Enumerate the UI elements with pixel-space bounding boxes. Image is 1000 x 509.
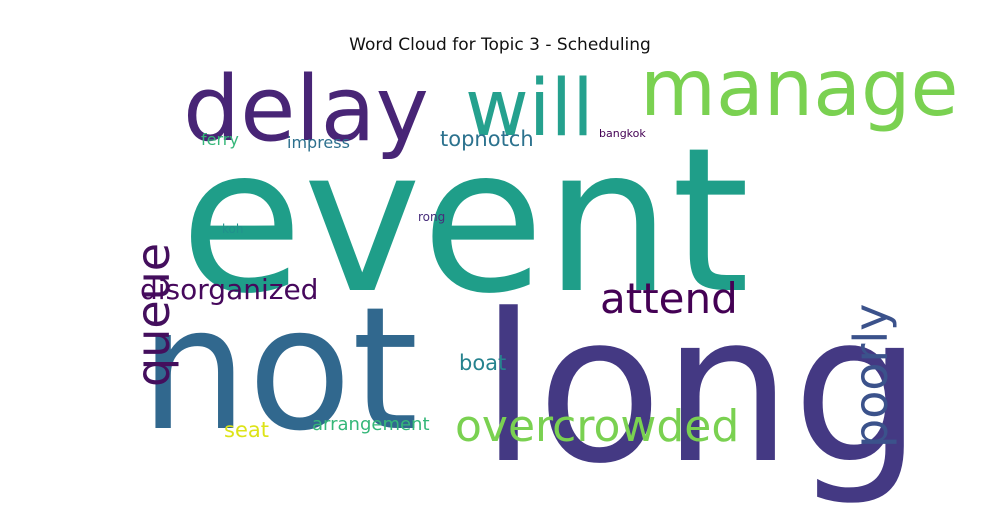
word-long: long (480, 271, 923, 509)
word-poorly: poorly (844, 303, 898, 448)
word-ferry: ferry (201, 130, 239, 149)
word-event: event (180, 105, 750, 338)
word-seat: seat (224, 418, 269, 442)
word-arrangement: arrangement (312, 414, 430, 435)
word-rong: rong (418, 210, 446, 224)
word-delay: delay (183, 57, 429, 162)
word-overcrowded: overcrowded (455, 401, 740, 452)
word-koh: koh (222, 222, 244, 236)
word-manage: manage (640, 44, 959, 134)
word-attend: attend (600, 274, 738, 323)
word-boat: boat (459, 351, 507, 375)
word-not: not (140, 271, 419, 469)
word-queue: queue (126, 242, 180, 387)
word-disorganized: disorganized (140, 273, 319, 306)
word-impress: impress (287, 133, 350, 152)
word-will: will (465, 64, 594, 154)
word-bangkok: bangkok (599, 127, 646, 140)
chart-title: Word Cloud for Topic 3 - Scheduling (349, 35, 651, 55)
word-topnotch: topnotch (440, 127, 534, 151)
word-cloud: event not long delay will manage queue p… (126, 50, 959, 493)
